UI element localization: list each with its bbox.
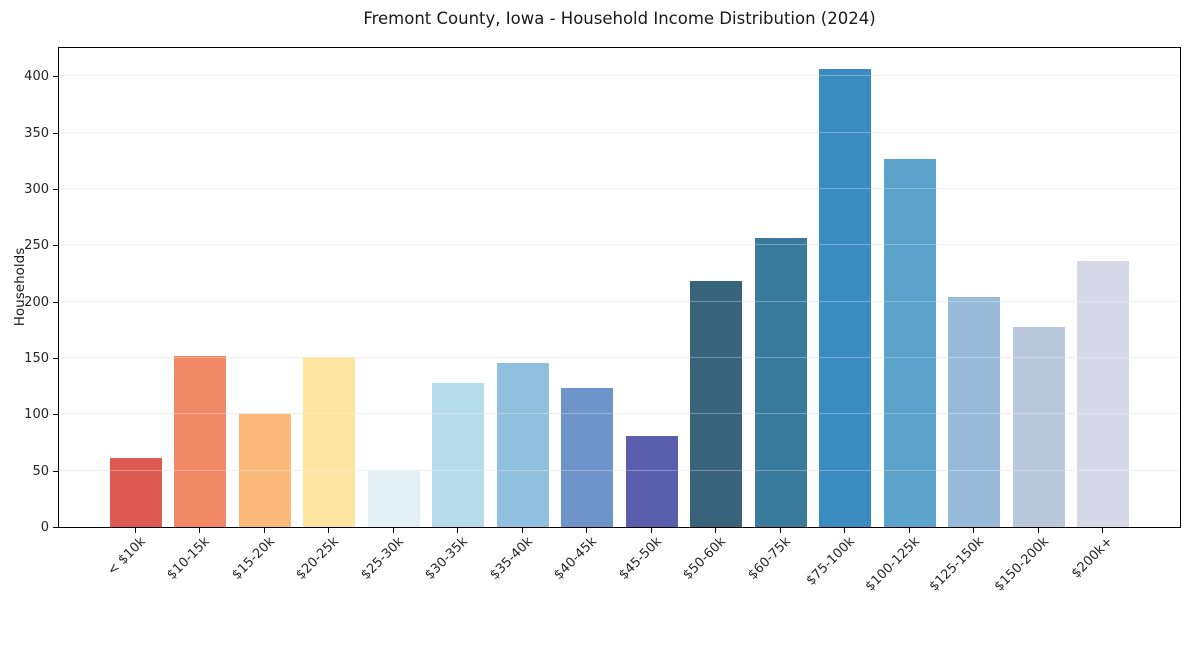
gridline — [59, 75, 1180, 77]
y-tick-mark — [53, 470, 58, 472]
y-tick-label: 100 — [24, 407, 49, 423]
x-tick-mark — [650, 528, 652, 533]
bar — [883, 158, 936, 527]
x-tick-label: $10-15k — [164, 534, 214, 583]
x-tick-mark — [457, 528, 459, 533]
gridline-overlay — [59, 357, 1180, 359]
y-tick-label: 350 — [24, 125, 49, 141]
gridline-overlay — [59, 300, 1180, 302]
y-tick-mark — [53, 527, 58, 528]
bar — [819, 68, 872, 527]
y-tick-mark — [53, 358, 58, 360]
x-tick-label: < $10k — [104, 534, 149, 579]
chart-title: Fremont County, Iowa - Household Income … — [363, 9, 876, 28]
x-tick-mark — [1102, 528, 1104, 533]
x-tick-label: $25-30k — [358, 534, 407, 583]
bar — [561, 388, 614, 527]
y-tick-mark — [53, 301, 58, 303]
gridline-overlay — [59, 75, 1180, 77]
bar — [496, 362, 549, 527]
gridline — [59, 469, 1180, 471]
gridline — [59, 413, 1180, 415]
x-tick-label: $35-40k — [487, 534, 536, 583]
x-tick-mark — [779, 528, 781, 533]
gridline — [59, 300, 1180, 302]
x-tick-label: $75-100k — [803, 534, 859, 589]
bar — [109, 458, 162, 527]
x-tick-label: $40-45k — [551, 534, 601, 583]
gridline — [59, 244, 1180, 246]
x-tick-mark — [328, 528, 330, 533]
chart-screenshot: { "chart_data": { "type": "bar", "title"… — [12, 9, 1181, 595]
x-tick-label: $45-50k — [616, 534, 665, 583]
bar — [174, 355, 227, 527]
gridline — [59, 131, 1180, 133]
x-tick-mark — [1037, 528, 1039, 533]
y-tick-label: 0 — [40, 520, 49, 535]
y-tick-label: 200 — [24, 294, 49, 310]
x-tick-mark — [392, 528, 394, 533]
bar — [1012, 326, 1065, 527]
x-tick-mark — [199, 528, 201, 533]
x-tick-mark — [586, 528, 588, 533]
y-axis-label: Households — [12, 247, 28, 327]
y-tick-label: 50 — [32, 463, 49, 479]
y-tick-mark — [53, 132, 58, 134]
gridline-overlay — [59, 131, 1180, 133]
bar — [367, 470, 420, 527]
x-tick-mark — [844, 528, 846, 533]
gridline — [59, 188, 1180, 190]
x-tick-mark — [715, 528, 717, 533]
gridline-overlay — [59, 244, 1180, 246]
x-tick-mark — [521, 528, 523, 533]
x-tick-label: $125-150k — [926, 534, 988, 595]
bar — [432, 382, 485, 527]
bar — [754, 237, 807, 527]
x-tick-label: $150-200k — [991, 534, 1052, 595]
x-tick-mark — [134, 528, 136, 533]
bar — [625, 435, 678, 527]
bar — [948, 297, 1001, 527]
bar — [303, 356, 356, 527]
x-tick-label: $200k+ — [1069, 534, 1117, 582]
x-tick-mark — [908, 528, 910, 533]
x-tick-label: $100-125k — [862, 534, 923, 595]
x-tick-label: $50-60k — [680, 534, 730, 583]
x-tick-mark — [973, 528, 975, 533]
y-tick-mark — [53, 245, 58, 247]
y-tick-label: 250 — [24, 238, 49, 254]
x-tick-label: $20-25k — [293, 534, 343, 583]
x-tick-label: $15-20k — [229, 534, 278, 583]
x-tick-mark — [263, 528, 265, 533]
gridline-overlay — [59, 413, 1180, 415]
y-tick-mark — [53, 189, 58, 191]
y-tick-mark — [53, 414, 58, 416]
y-tick-label: 300 — [24, 182, 49, 198]
gridline-overlay — [59, 188, 1180, 190]
y-tick-label: 400 — [24, 69, 49, 85]
y-tick-label: 150 — [24, 351, 49, 367]
gridline — [59, 357, 1180, 359]
bar — [690, 281, 743, 527]
plot-area — [58, 47, 1181, 528]
gridline-overlay — [59, 469, 1180, 471]
bar — [238, 414, 291, 527]
x-tick-label: $30-35k — [422, 534, 472, 583]
bar — [1077, 261, 1130, 527]
x-tick-label: $60-75k — [745, 534, 794, 583]
y-tick-mark — [53, 76, 58, 78]
